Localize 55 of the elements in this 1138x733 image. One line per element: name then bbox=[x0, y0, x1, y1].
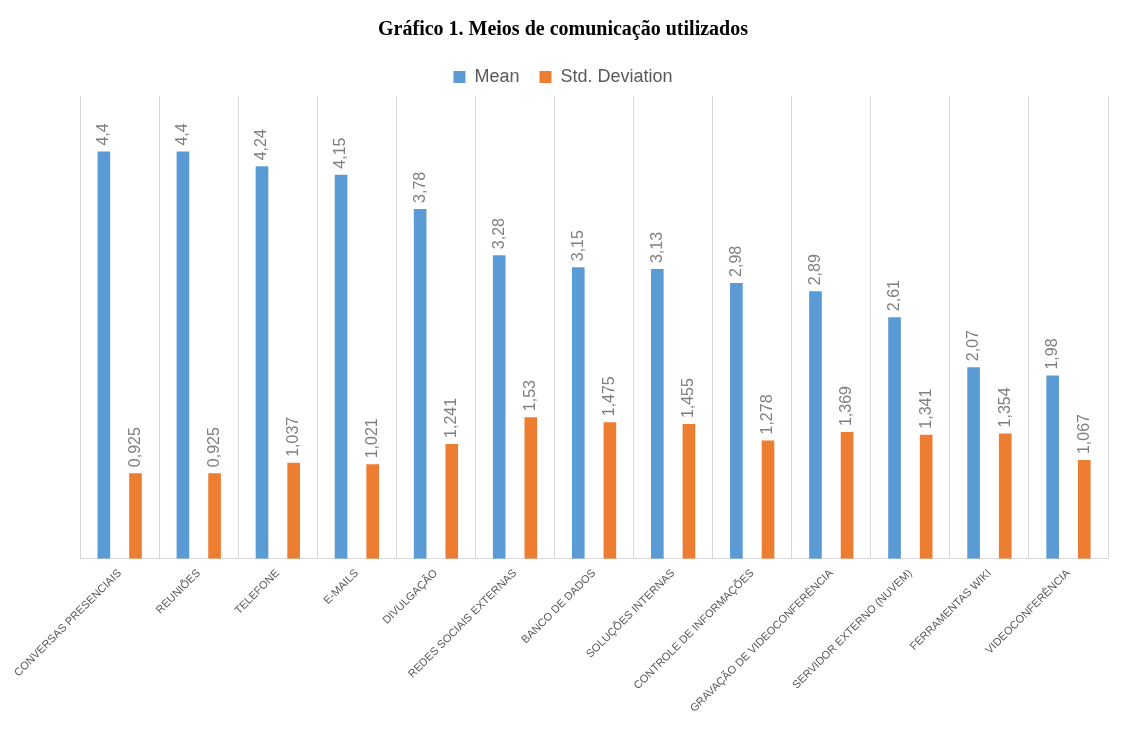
bar bbox=[682, 424, 696, 559]
data-label: 1,475 bbox=[600, 376, 618, 417]
bar bbox=[651, 269, 664, 559]
data-label: 3,13 bbox=[647, 231, 665, 264]
bar bbox=[334, 174, 348, 559]
data-label: 4,15 bbox=[331, 137, 349, 169]
data-label: 1,067 bbox=[1074, 413, 1092, 455]
data-label: 3,28 bbox=[489, 217, 507, 250]
data-label: 1,354 bbox=[995, 387, 1013, 428]
data-label: 1,278 bbox=[758, 394, 776, 435]
bar bbox=[809, 291, 822, 559]
bar bbox=[129, 473, 142, 559]
data-label: 2,89 bbox=[805, 254, 823, 286]
bar bbox=[1077, 460, 1091, 559]
data-label: 1,98 bbox=[1043, 338, 1061, 370]
bar bbox=[492, 255, 506, 559]
data-label: 0,925 bbox=[204, 427, 222, 468]
bar bbox=[888, 317, 901, 559]
data-label: 4,24 bbox=[252, 129, 270, 161]
bar bbox=[730, 282, 743, 559]
bar bbox=[287, 462, 300, 559]
data-label: 0,925 bbox=[125, 427, 143, 468]
bar bbox=[1046, 375, 1059, 559]
bar bbox=[524, 417, 538, 559]
bar bbox=[255, 166, 269, 559]
data-label: 4,4 bbox=[173, 123, 191, 146]
data-label: 1,369 bbox=[837, 385, 855, 427]
legend-label: Mean bbox=[474, 65, 520, 86]
bar bbox=[998, 433, 1012, 559]
bar bbox=[571, 267, 585, 559]
bar bbox=[919, 434, 933, 559]
bar bbox=[445, 443, 459, 559]
data-label: 2,07 bbox=[964, 329, 981, 362]
bar bbox=[97, 151, 111, 559]
data-label: 1,341 bbox=[916, 388, 934, 429]
legend-label: Std. Deviation bbox=[560, 65, 673, 86]
data-label: 3,78 bbox=[410, 171, 428, 203]
data-label: 1,241 bbox=[442, 397, 460, 438]
data-label: 4,4 bbox=[94, 123, 112, 146]
bar bbox=[366, 464, 380, 559]
data-label: 2,61 bbox=[884, 279, 902, 312]
data-label: 2,98 bbox=[726, 245, 744, 277]
data-label: 1,021 bbox=[363, 418, 381, 459]
bar bbox=[967, 367, 980, 559]
bar bbox=[413, 208, 427, 559]
bar bbox=[208, 473, 221, 559]
chart-title: Gráfico 1. Meios de comunicação utilizados bbox=[378, 17, 749, 41]
data-label: 1,455 bbox=[679, 377, 697, 419]
data-label: 3,15 bbox=[568, 229, 586, 262]
bar bbox=[761, 440, 775, 559]
bar bbox=[603, 422, 617, 559]
bar bbox=[840, 432, 854, 559]
data-label: 1,53 bbox=[521, 379, 539, 412]
data-label: 1,037 bbox=[284, 416, 302, 457]
bar bbox=[176, 151, 190, 559]
